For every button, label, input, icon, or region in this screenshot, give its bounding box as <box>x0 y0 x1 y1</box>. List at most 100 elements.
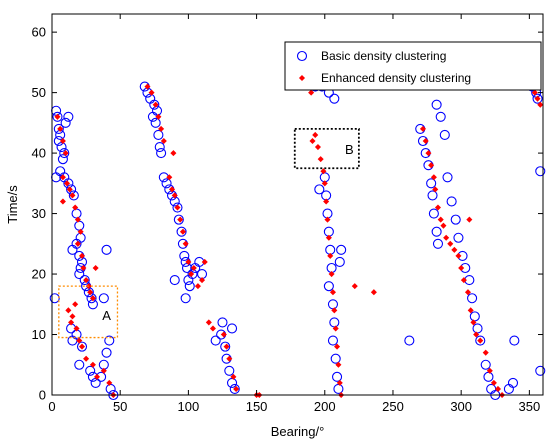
x-tick-label: 300 <box>450 399 472 414</box>
basic-point <box>226 323 238 334</box>
basic-point <box>169 275 180 286</box>
basic-point <box>480 359 491 370</box>
x-tick-label: 100 <box>178 399 200 414</box>
enhanced-point <box>83 277 90 284</box>
enhanced-point <box>182 240 189 247</box>
enhanced-point <box>185 258 192 265</box>
enhanced-point <box>220 331 227 338</box>
enhanced-point <box>65 307 72 314</box>
enhanced-point <box>490 379 497 386</box>
enhanced-point <box>155 113 162 120</box>
enhanced-point <box>80 264 87 272</box>
enhanced-point <box>537 101 544 108</box>
y-tick-label: 30 <box>32 206 46 221</box>
enhanced-point <box>68 319 75 326</box>
enhanced-point <box>160 137 167 145</box>
basic-point <box>217 317 228 328</box>
basic-point <box>52 111 63 122</box>
enhanced-point <box>425 150 432 157</box>
enhanced-point <box>331 307 338 314</box>
series-enhanced <box>54 77 544 399</box>
x-tick-label: 200 <box>314 399 336 414</box>
plot-frame <box>51 13 544 396</box>
enhanced-point <box>328 271 335 278</box>
basic-point <box>149 99 160 110</box>
basic-point <box>98 293 109 304</box>
basic-point <box>432 238 444 249</box>
basic-point <box>426 178 437 189</box>
basic-point <box>453 232 464 243</box>
legend-marker <box>296 50 308 62</box>
enhanced-point <box>534 95 541 102</box>
basic-point <box>179 250 190 261</box>
basic-point <box>210 335 221 346</box>
enhanced-point <box>451 246 458 253</box>
enhanced-point <box>89 295 96 302</box>
enhanced-point <box>179 228 186 235</box>
annotation-label-b: B <box>345 142 354 157</box>
enhanced-point <box>467 307 474 314</box>
basic-point <box>172 202 183 213</box>
enhanced-point <box>327 252 334 259</box>
legend-label-enhanced: Enhanced density clustering <box>321 71 471 85</box>
legend-box <box>284 41 542 91</box>
enhanced-point <box>336 379 343 386</box>
x-tick-label: 0 <box>48 399 55 414</box>
enhanced-point <box>194 283 201 290</box>
legend-marker <box>298 74 306 82</box>
basic-point <box>469 311 480 322</box>
basic-point <box>323 281 334 292</box>
enhanced-point <box>62 150 69 157</box>
basic-point <box>330 353 341 364</box>
basic-point <box>53 123 64 134</box>
enhanced-point <box>77 228 84 235</box>
legend: Basic density clustering Enhanced densit… <box>284 41 542 91</box>
basic-point <box>475 335 486 346</box>
basic-point <box>327 299 339 310</box>
basic-point <box>467 293 478 304</box>
x-tick-label: 250 <box>382 399 404 414</box>
enhanced-point <box>434 204 442 211</box>
basic-point <box>74 268 85 280</box>
enhanced-point <box>69 192 76 199</box>
basic-point <box>63 111 74 122</box>
annotation-layer: AB <box>58 128 360 339</box>
basic-point <box>59 148 70 159</box>
basic-point <box>450 214 461 225</box>
enhanced-point <box>324 216 331 223</box>
basic-point <box>150 117 161 128</box>
enhanced-point <box>78 343 86 350</box>
enhanced-point <box>83 355 90 362</box>
basic-point <box>57 154 68 165</box>
basic-point <box>51 105 62 116</box>
enhanced-point <box>351 283 358 290</box>
enhanced-point <box>335 361 342 368</box>
basic-point <box>435 111 446 122</box>
basic-point <box>427 190 438 201</box>
y-axis-title: Time/s <box>5 185 20 224</box>
basic-point <box>176 226 187 237</box>
basic-point <box>535 166 546 177</box>
enhanced-point <box>422 137 429 145</box>
enhanced-point <box>199 277 206 284</box>
enhanced-point <box>482 349 489 356</box>
enhanced-point <box>308 89 315 96</box>
x-tick-label: 50 <box>113 399 127 414</box>
enhanced-point <box>54 113 61 120</box>
enhanced-point <box>74 240 81 247</box>
basic-point <box>431 99 442 110</box>
enhanced-point <box>144 83 151 90</box>
basic-point <box>101 244 112 255</box>
enhanced-point <box>76 337 83 344</box>
basic-point <box>336 244 347 255</box>
enhanced-point <box>148 89 155 96</box>
enhanced-point <box>486 367 493 374</box>
basic-point <box>220 341 231 352</box>
enhanced-point <box>100 367 107 374</box>
enhanced-point <box>59 174 66 181</box>
enhanced-point <box>201 258 208 265</box>
basic-point <box>431 226 442 237</box>
enhanced-point <box>428 162 435 169</box>
enhanced-point <box>329 289 336 296</box>
y-tick-label: 50 <box>32 85 46 100</box>
